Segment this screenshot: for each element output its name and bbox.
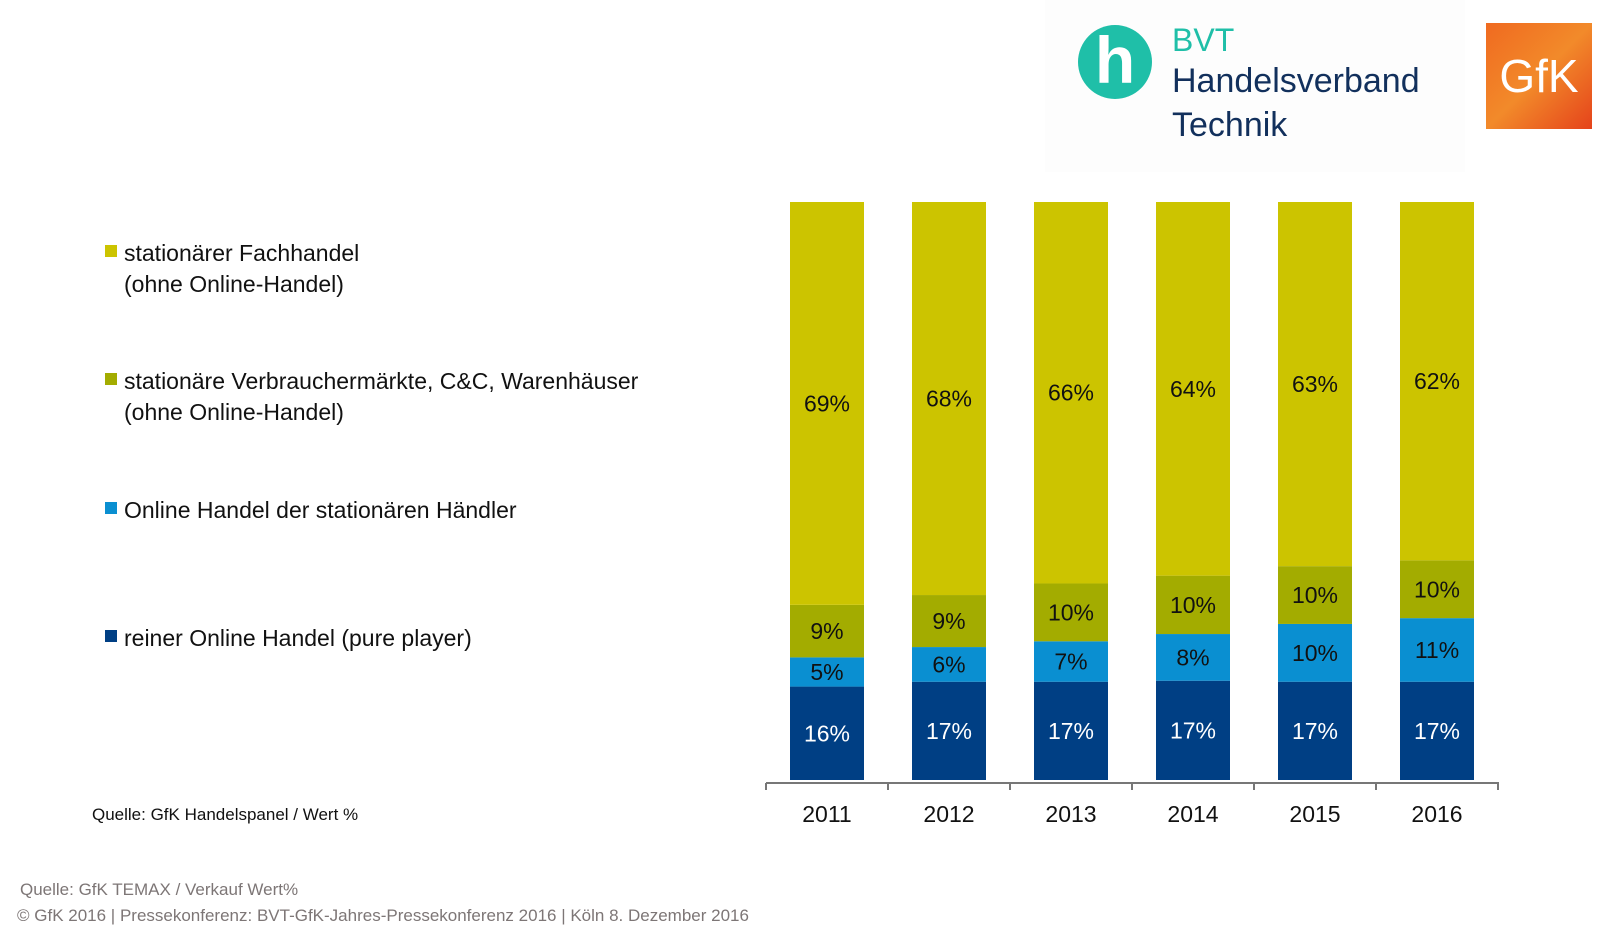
data-label: 9% — [932, 608, 965, 634]
bar-segment — [1278, 202, 1352, 567]
legend-label: reiner Online Handel (pure player) — [124, 623, 472, 654]
bar-segment — [1400, 618, 1474, 682]
footer-source: Quelle: GfK TEMAX / Verkauf Wert% — [20, 880, 299, 899]
bar-segment — [1156, 575, 1230, 635]
data-label: 63% — [1292, 371, 1338, 397]
data-label: 11% — [1415, 637, 1459, 663]
bar-segment — [1156, 634, 1230, 681]
bar-segment — [1156, 680, 1230, 780]
data-label: 5% — [810, 659, 843, 685]
bar-segment — [1034, 583, 1108, 642]
bar-segment — [1278, 681, 1352, 780]
bar-segment — [912, 202, 986, 596]
bar-segment — [1278, 623, 1352, 682]
data-label: 10% — [1292, 640, 1338, 666]
legend-label-line1: stationärer Fachhandel — [124, 240, 360, 266]
data-label: 10% — [1048, 599, 1094, 625]
bar-segment — [912, 647, 986, 682]
legend-label: stationärer Fachhandel (ohne Online-Hande… — [124, 238, 359, 300]
bvt-logo: h BVT Handelsverband Technik — [1045, 0, 1465, 172]
legend-swatch — [105, 630, 117, 642]
data-label: 62% — [1414, 368, 1460, 394]
bvt-logo-line1: BVT — [1172, 22, 1235, 58]
data-label: 10% — [1414, 576, 1460, 602]
bar-segment — [1400, 681, 1474, 780]
data-label: 8% — [1176, 644, 1209, 670]
data-label: 69% — [804, 390, 850, 416]
bar-segment — [790, 604, 864, 658]
bvt-logo-letter: h — [1094, 23, 1136, 97]
legend-label-line2: (ohne Online-Handel) — [124, 399, 344, 425]
data-label: 10% — [1170, 592, 1216, 618]
x-tick-label: 2015 — [1289, 801, 1340, 827]
bar-segment — [1034, 641, 1108, 682]
data-label: 17% — [926, 718, 972, 744]
bar-segment — [1034, 202, 1108, 584]
data-label: 17% — [1170, 717, 1216, 743]
data-label: 17% — [1292, 718, 1338, 744]
legend-label-line1: reiner Online Handel (pure player) — [124, 625, 472, 651]
legend-label: Online Handel der stationären Händler — [124, 495, 517, 526]
data-label: 9% — [810, 618, 843, 644]
data-label: 6% — [932, 651, 965, 677]
bvt-logo-mark: h — [1078, 25, 1152, 99]
bar-segment — [1278, 566, 1352, 624]
legend-label: stationäre Verbrauchermärkte, C&C, Waren… — [124, 366, 638, 428]
x-tick-label: 2016 — [1411, 801, 1462, 827]
data-label: 10% — [1292, 582, 1338, 608]
legend-label-line1: stationäre Verbrauchermärkte, C&C, Waren… — [124, 368, 639, 394]
x-tick-label: 2014 — [1167, 801, 1218, 827]
legend-swatch — [105, 502, 117, 514]
data-label: 7% — [1054, 649, 1087, 675]
bar-segment — [790, 657, 864, 687]
data-label: 64% — [1170, 376, 1216, 402]
data-label: 16% — [804, 720, 850, 746]
bvt-logo-line3: Technik — [1172, 106, 1288, 144]
data-label: 66% — [1048, 380, 1094, 406]
legend-swatch — [105, 245, 117, 257]
bar-segment — [912, 595, 986, 648]
x-tick-label: 2011 — [802, 801, 851, 827]
footer-copyright: © GfK 2016 | Pressekonferenz: BVT-GfK-Ja… — [17, 906, 749, 925]
x-tick-label: 2013 — [1045, 801, 1096, 827]
bar-segment — [790, 202, 864, 605]
bvt-logo-line2: Handelsverband — [1172, 62, 1420, 100]
bar-segment — [1400, 202, 1474, 561]
legend-label-line2: (ohne Online-Handel) — [124, 271, 344, 297]
bar-segment — [1034, 681, 1108, 780]
legend-label-line1: Online Handel der stationären Händler — [124, 497, 517, 523]
data-label: 17% — [1414, 718, 1460, 744]
bar-segment — [790, 686, 864, 780]
data-label: 68% — [926, 386, 972, 412]
bar-segment — [1156, 202, 1230, 576]
chart-source: Quelle: GfK Handelspanel / Wert % — [92, 805, 359, 824]
data-label: 17% — [1048, 718, 1094, 744]
bar-segment — [912, 681, 986, 780]
legend-swatch — [105, 373, 117, 385]
gfk-logo: GfK — [1486, 23, 1592, 129]
bar-segment — [1400, 560, 1474, 619]
x-tick-label: 2012 — [923, 801, 974, 827]
